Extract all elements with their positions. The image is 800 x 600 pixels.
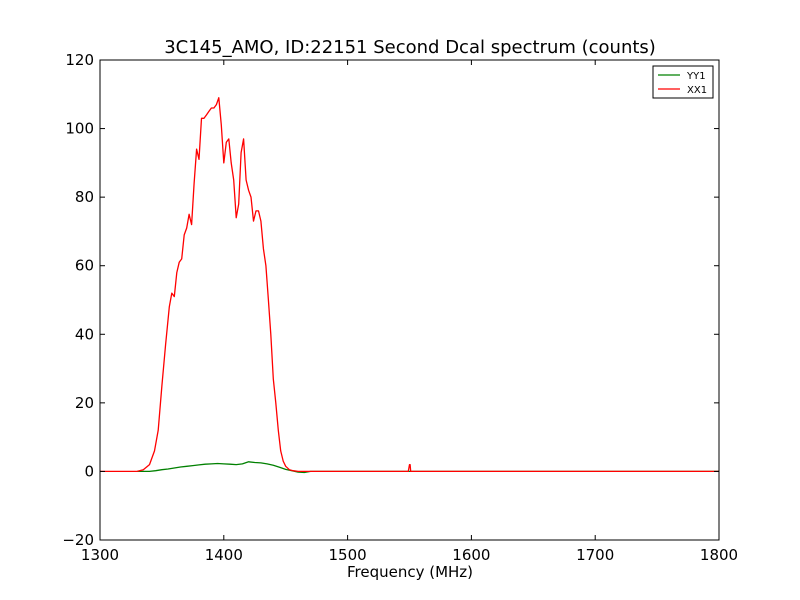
plot-area: 1300 1400 1500 1600 1700 1800 −20 0 20 40 60 80 100 1… <box>62 51 738 564</box>
x-tick-label: 1600 <box>452 546 490 564</box>
y-tick-label: −20 <box>62 531 94 549</box>
chart-title: 3C145_AMO, ID:22151 Second Dcal spectrum… <box>164 37 656 58</box>
legend-box <box>652 65 714 99</box>
y-tick-label: 120 <box>65 51 94 69</box>
legend-label-xx1: XX1 <box>687 85 707 96</box>
axes-frame <box>99 59 720 541</box>
y-tick-label: 100 <box>65 120 94 138</box>
x-tick-label: 1500 <box>329 546 367 564</box>
y-tick-label: 60 <box>75 257 94 275</box>
y-tick-label: 20 <box>75 394 94 412</box>
x-tick-label: 1800 <box>700 546 738 564</box>
x-tick-label: 1300 <box>81 546 119 564</box>
x-tick-label: 1700 <box>576 546 614 564</box>
y-tick-label: 80 <box>75 188 94 206</box>
y-tick-label: 0 <box>84 462 94 480</box>
y-tick-label: 40 <box>75 325 94 343</box>
legend-label-yy1: YY1 <box>686 71 706 82</box>
x-tick-label: 1400 <box>205 546 243 564</box>
x-axis-label: Frequency (MHz) <box>347 563 473 581</box>
series-line-xx1 <box>100 97 719 473</box>
